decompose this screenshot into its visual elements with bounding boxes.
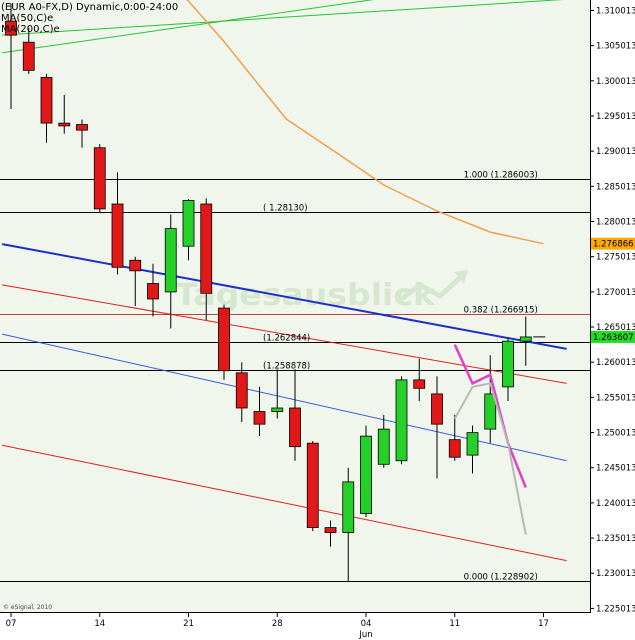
candle-body-19: [342, 481, 355, 533]
y-tick-label-9: 1.265013: [596, 323, 635, 333]
candle-body-13: [235, 372, 248, 409]
y-tick-label-4: 1.290013: [596, 147, 635, 157]
candle-body-18: [324, 527, 337, 533]
y-tick-label-2: 1.300013: [596, 77, 635, 87]
y-tick-label-13: 1.245013: [596, 464, 635, 474]
candle-body-22: [395, 379, 408, 462]
x-tick-label-3: 28: [272, 619, 283, 629]
level-label-1: ( 1.28130): [263, 204, 307, 214]
candle-body-16: [289, 407, 301, 448]
y-tick-label-16: 1.230013: [596, 569, 635, 579]
y-tick-label-8: 1.270013: [596, 288, 635, 298]
x-tick-label-2: 21: [183, 619, 194, 629]
candle-body-7: [129, 259, 142, 272]
candle-body-2: [40, 76, 53, 124]
y-tick-label-0: 1.310013: [596, 6, 635, 16]
moving-average: [186, 0, 544, 245]
plot-background: [0, 0, 590, 612]
ma50-marker-box: [591, 237, 635, 250]
level-label-0: 1.000 (1.286003): [464, 171, 538, 181]
candle-body-17: [306, 442, 319, 528]
y-tick-label-6: 1.280013: [596, 217, 635, 227]
candle-body-8: [147, 283, 159, 300]
candle-body-27: [484, 393, 497, 430]
chart-title: (EUR A0-FX,D) Dynamic,0:00-24:00: [1, 2, 178, 13]
candle-body-6: [111, 203, 124, 268]
legend-ma50: MA(50,C)e: [1, 13, 53, 24]
candle-body-26: [466, 432, 479, 456]
projection-lines: [453, 336, 546, 535]
candle-body-29: [519, 336, 532, 342]
legend-ma200: MA(200,C)e: [1, 24, 60, 35]
y-tick-label-17: 1.225013: [596, 604, 635, 614]
y-tick-label-10: 1.260013: [596, 358, 635, 368]
x-axis-panel: [0, 612, 635, 640]
level-label-3: (1.262844): [263, 334, 310, 344]
ma50-marker-label: 1.276866: [593, 240, 634, 250]
y-tick-label-15: 1.235013: [596, 534, 635, 544]
x-tick-label-4: 04: [361, 619, 372, 629]
y-tick-label-3: 1.295013: [596, 112, 635, 122]
last-price-marker-label: 1.263607: [593, 333, 634, 343]
y-tick-label-5: 1.285013: [596, 182, 635, 192]
y-tick-label-7: 1.275013: [596, 253, 635, 263]
level-label-4: (1.258878): [263, 362, 310, 372]
candle-body-25: [448, 439, 461, 458]
level-label-5: 0.000 (1.228902): [464, 573, 538, 583]
y-tick-label-12: 1.250013: [596, 429, 635, 439]
trend-lines: [1, 0, 567, 562]
candle-body-20: [360, 435, 372, 514]
x-tick-label-1: 14: [94, 619, 105, 629]
copyright-label: © eSignal, 2010: [3, 604, 52, 611]
candle-body-23: [413, 379, 426, 389]
level-label-2: 0.382 (1.266915): [464, 306, 538, 316]
last-price-marker-box: [591, 330, 635, 343]
projection-magenta-line: [453, 344, 527, 488]
y-ticks: 1.310013 1.305013 1.300013 1.295013 1.290013…: [590, 6, 635, 614]
chart-title-group: (EUR A0-FX,D) Dynamic,0:00-24:00 MA(50,C…: [1, 2, 178, 35]
watermark-arrowhead-icon: [454, 270, 468, 284]
candle-body-14: [253, 411, 266, 425]
candle-body-10: [182, 200, 195, 247]
trend-line-5: [2, 0, 374, 54]
candle-body-21: [377, 428, 390, 465]
x-month-label: Jun: [358, 630, 372, 640]
x-tick-label-5: 11: [449, 619, 460, 629]
price-markers: 1.276866 1.263607: [591, 237, 635, 343]
candle-body-15: [271, 407, 284, 412]
level-labels: 1.000 (1.286003) ( 1.28130) 0.382 (1.26691…: [263, 171, 538, 583]
ma50-line: [186, 0, 544, 245]
candle-body-28: [502, 340, 514, 388]
candle-body-4: [76, 124, 88, 131]
watermark-arrow-icon: [398, 274, 464, 302]
projection-gray-line: [453, 382, 527, 535]
trend-line-0: [1, 243, 567, 350]
y-tick-label-14: 1.240013: [596, 499, 635, 509]
y-tick-label-1: 1.305013: [596, 42, 635, 52]
y-tick-label-11: 1.255013: [596, 393, 635, 403]
x-tick-label-6: 17: [538, 619, 549, 629]
x-ticks: 07 14 21 28 04 11 17 Jun: [6, 612, 549, 640]
candle-body-24: [431, 393, 443, 425]
trend-line-4: [2, 0, 564, 36]
trend-line-1: [2, 284, 567, 384]
y-axis-panel: [590, 0, 635, 640]
candles: [5, 3, 532, 582]
candle-body-0: [5, 20, 17, 36]
candle-body-12: [218, 307, 230, 372]
candle-body-5: [93, 147, 106, 210]
x-tick-label-0: 07: [6, 619, 17, 629]
candle-body-3: [58, 122, 71, 127]
trend-line-3: [2, 444, 567, 562]
candle-body-11: [200, 203, 213, 294]
candle-body-9: [164, 228, 177, 293]
candle-body-1: [22, 41, 35, 71]
